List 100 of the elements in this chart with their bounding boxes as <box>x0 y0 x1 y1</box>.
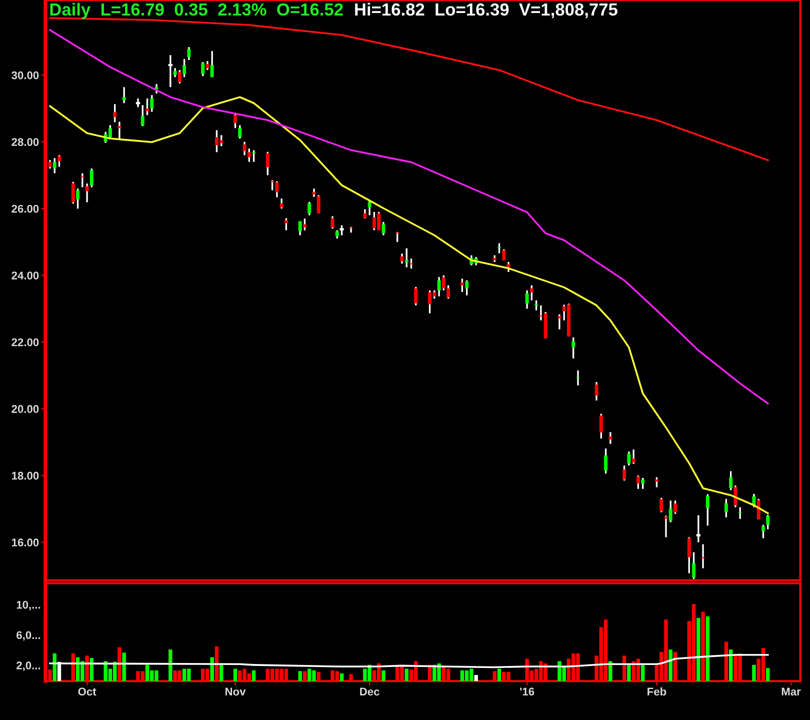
candlestick <box>113 103 117 123</box>
candlestick <box>738 506 742 520</box>
candlestick <box>530 284 534 302</box>
candlestick <box>206 60 210 71</box>
candlestick <box>76 188 80 210</box>
y-tick-label: 30.00 <box>12 71 39 80</box>
bar <box>474 674 478 682</box>
bar <box>404 668 408 682</box>
text: 2,0... <box>16 662 40 672</box>
candlestick <box>572 336 576 360</box>
bar <box>460 670 464 682</box>
candlestick <box>270 179 274 192</box>
candlestick <box>71 181 75 204</box>
candlestick <box>660 497 664 514</box>
bar <box>766 668 770 682</box>
x-tick-label: Oct <box>78 688 96 696</box>
bar <box>752 664 756 682</box>
candlestick <box>266 151 270 176</box>
candlestick <box>247 148 251 163</box>
candlestick <box>238 124 242 140</box>
y-tick-label: 26.00 <box>12 204 39 213</box>
candlestick <box>275 180 279 198</box>
candlestick <box>140 104 144 127</box>
candlestick <box>525 289 529 310</box>
candlestick <box>701 543 705 570</box>
line-series <box>49 29 769 404</box>
candlestick <box>80 172 84 188</box>
x-tick-label: Nov <box>225 688 246 696</box>
bar <box>122 652 126 682</box>
bar <box>220 664 224 682</box>
candlestick <box>400 252 404 264</box>
candlestick <box>632 448 636 465</box>
candlestick <box>187 46 191 61</box>
bar <box>298 671 302 682</box>
bar <box>706 616 710 682</box>
candlestick <box>414 286 418 306</box>
candlestick <box>182 58 186 78</box>
bar <box>233 668 238 682</box>
candlestick <box>85 182 89 204</box>
candlestick <box>604 448 608 474</box>
candlestick <box>446 284 450 300</box>
candlestick <box>558 314 562 330</box>
candlestick <box>465 279 469 296</box>
candlestick <box>729 470 733 492</box>
candlestick <box>627 450 631 466</box>
candlestick <box>706 493 710 526</box>
line-series <box>49 96 769 514</box>
x-tick-label: Mar <box>782 688 801 696</box>
bar <box>627 664 631 682</box>
y-tick-label: 28.00 <box>12 138 39 146</box>
candlestick <box>349 226 353 234</box>
candlestick <box>687 536 691 574</box>
bar <box>252 670 256 682</box>
candlestick <box>178 69 182 84</box>
x-tick-label: Feb <box>648 687 666 696</box>
candlestick <box>437 276 441 298</box>
candlestick <box>668 500 672 524</box>
candlestick <box>692 551 696 580</box>
candlestick <box>201 61 205 77</box>
chart-subtitle: Hi=16.82 Lo=16.39 V=1,808,775 <box>355 2 618 18</box>
candlestick <box>641 477 645 490</box>
candlestick <box>761 524 765 540</box>
candlestick <box>280 198 284 210</box>
y-tick-label: 22.00 <box>12 338 39 346</box>
candlestick <box>654 476 658 488</box>
bar <box>696 618 700 682</box>
y-tick-label: 20.00 <box>12 405 39 413</box>
candlestick <box>298 220 302 236</box>
bar <box>382 670 386 682</box>
candlestick <box>428 289 432 314</box>
candlestick <box>234 112 237 129</box>
candlestick <box>636 474 640 490</box>
candlestick <box>122 86 126 104</box>
candlestick <box>146 98 149 116</box>
bar <box>497 668 502 682</box>
candlestick <box>752 493 756 508</box>
candlestick <box>502 248 506 262</box>
candlestick <box>756 498 760 520</box>
candlestick <box>599 412 603 440</box>
candlestick <box>608 431 612 445</box>
candlestick <box>58 154 61 168</box>
candlestick <box>90 168 94 188</box>
candlestick <box>173 67 177 78</box>
candlestick <box>312 188 316 198</box>
candlestick <box>210 50 214 78</box>
candlestick <box>724 498 728 518</box>
candlestick <box>404 247 408 268</box>
candlestick <box>108 124 112 140</box>
text: 6,0... <box>16 631 40 641</box>
candlestick <box>622 464 626 482</box>
candlestick <box>442 274 446 292</box>
y-tick-label: 18.00 <box>12 472 39 480</box>
candlestick <box>673 500 677 515</box>
candlestick <box>330 215 334 230</box>
chart-title: Daily L=16.79 0.35 2.13% O=16.52 <box>50 2 343 20</box>
x-tick-label: Dec <box>360 688 380 696</box>
bar <box>668 650 672 682</box>
candlestick <box>396 231 400 243</box>
y-tick-label: 24.00 <box>12 272 39 280</box>
candlestick <box>664 514 668 538</box>
